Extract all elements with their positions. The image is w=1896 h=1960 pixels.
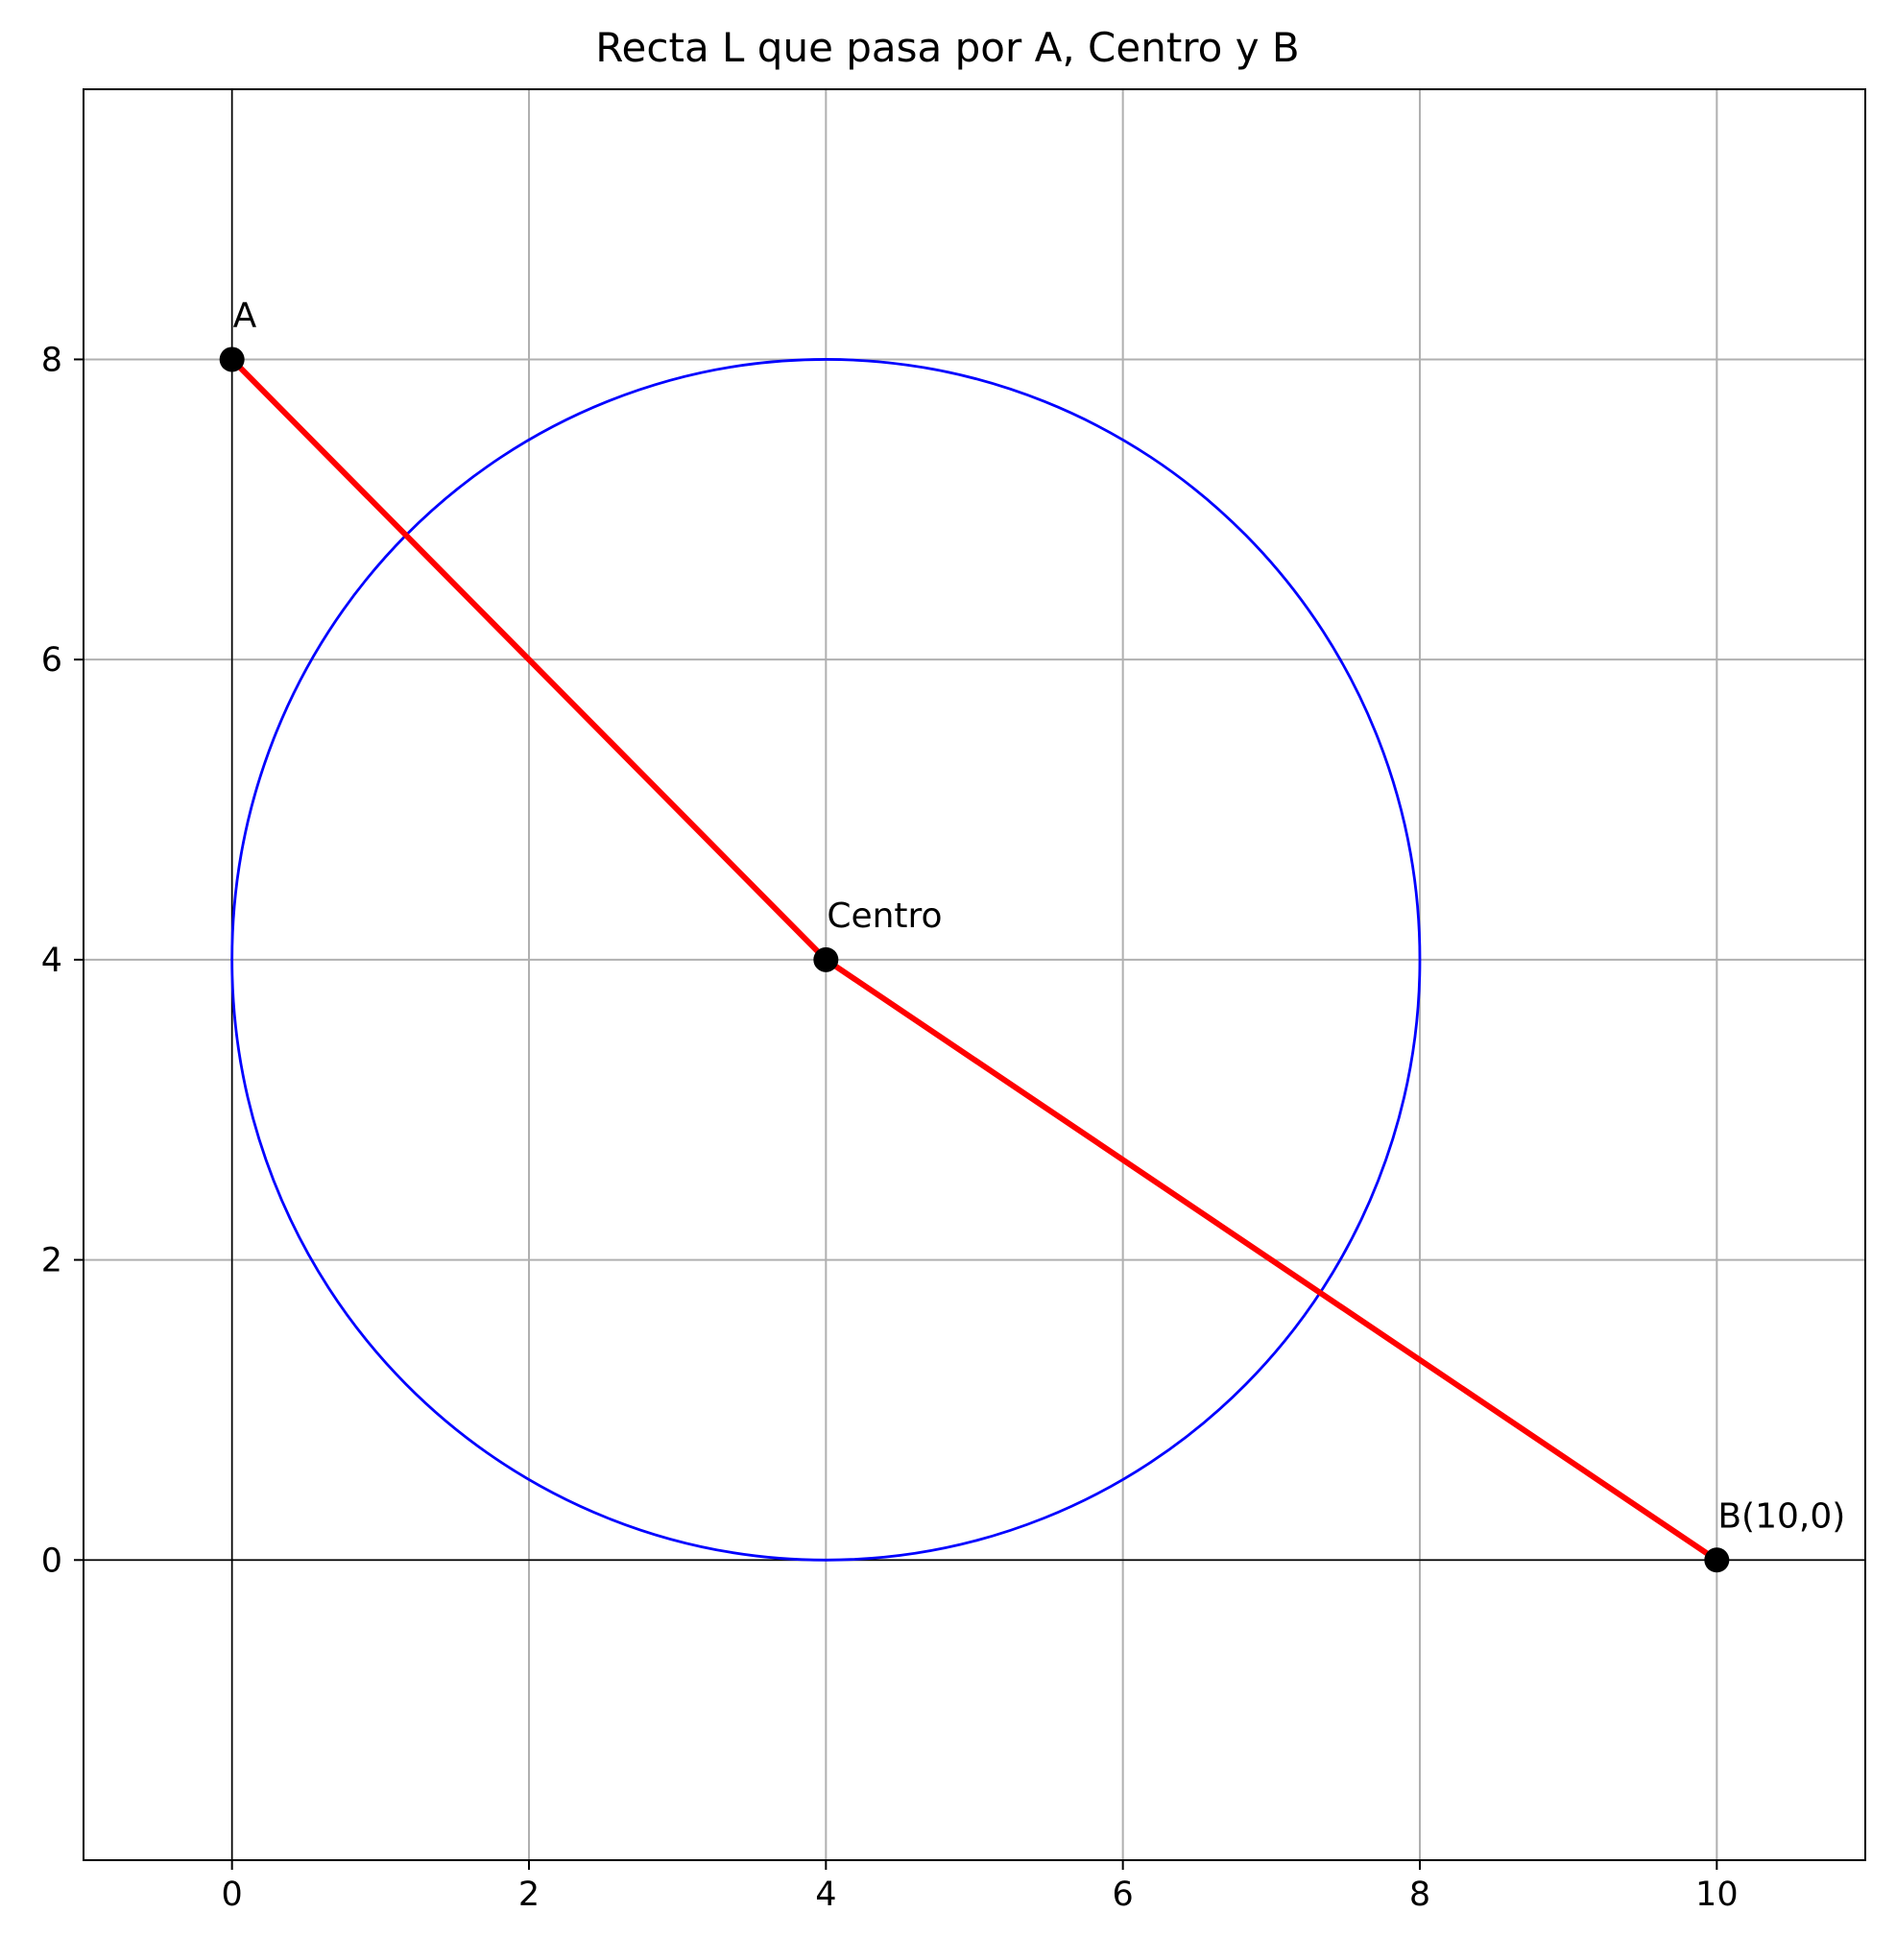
point-markers [219, 347, 1730, 1573]
plot-frame [83, 88, 1866, 1861]
y-tick-label: 6 [41, 641, 62, 680]
axis-ticks: 0 2 4 6 8 10 0 2 4 6 8 [41, 341, 1739, 1914]
zero-axes [84, 89, 1865, 1860]
x-tick-label: 6 [1113, 1876, 1134, 1914]
y-tick-label: 4 [41, 942, 62, 980]
grid-lines [84, 89, 1865, 1860]
x-tick-label: 10 [1695, 1876, 1739, 1914]
point-marker-b-10-0 [1704, 1547, 1730, 1573]
circle-series [230, 358, 1422, 1562]
point-marker-centro [813, 946, 839, 972]
point-label-centro: Centro [827, 896, 942, 936]
point-label-a: A [233, 296, 257, 335]
x-tick-label: 0 [222, 1876, 243, 1914]
y-tick-label: 2 [41, 1242, 62, 1280]
y-tick-label: 8 [41, 341, 62, 379]
point-marker-a [219, 347, 245, 372]
x-tick-label: 2 [518, 1876, 540, 1914]
y-tick-label: 0 [41, 1542, 62, 1580]
chart-title: Recta L que pasa por A, Centro y B [595, 24, 1299, 71]
x-tick-label: 4 [815, 1876, 836, 1914]
circle-curve [230, 358, 1422, 1562]
point-labels: A Centro B(10,0) [233, 296, 1846, 1536]
x-tick-label: 8 [1409, 1876, 1430, 1914]
point-label-b-10-0: B(10,0) [1717, 1496, 1845, 1536]
